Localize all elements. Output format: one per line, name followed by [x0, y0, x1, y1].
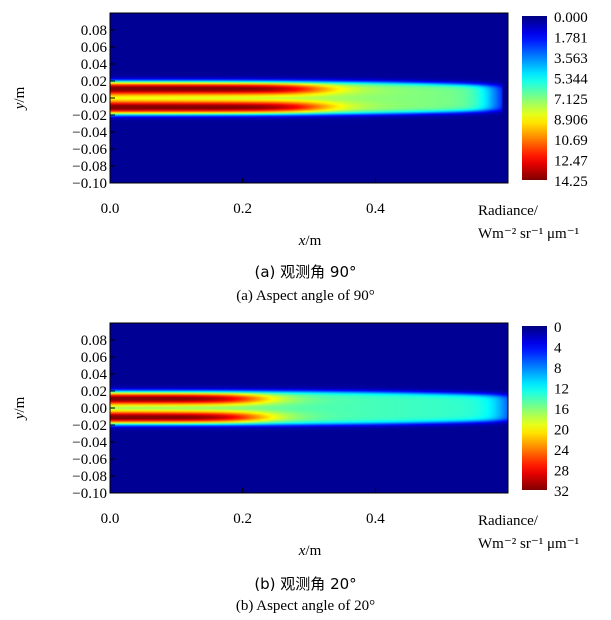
x-tick-label: 0.0 — [101, 201, 120, 217]
colorbar-tick-label: 12.47 — [554, 154, 588, 170]
x-axis-label: x/m — [298, 543, 322, 559]
colorbar-tick-label: 0 — [554, 320, 562, 336]
colorbar-tick-label: 24 — [554, 443, 570, 459]
colorbar-tick-label: 14.25 — [554, 174, 588, 190]
y-tick-label: 0.02 — [81, 384, 107, 400]
y-tick-label: −0.06 — [72, 452, 107, 468]
colorbar — [522, 326, 547, 490]
caption-en-b: (b) Aspect angle of 20° — [235, 598, 376, 614]
caption-cn-b: (b) 观测角 20° — [254, 575, 357, 593]
y-axis-label: y/m — [12, 396, 28, 421]
colorbar-unit: Wm⁻² sr⁻¹ μm⁻¹ — [478, 536, 579, 552]
panel-b: 0.08 0.06 0.04 0.02 0.00 −0.02 −0.04 −0.06 −0.08… — [0, 310, 611, 620]
colorbar-unit: Wm⁻² sr⁻¹ μm⁻¹ — [478, 226, 579, 242]
colorbar-tick-label: 5.344 — [554, 72, 588, 88]
colorbar-title: Radiance/ — [478, 203, 539, 219]
y-tick-label: −0.04 — [72, 125, 107, 141]
colorbar-tick-label: 16 — [554, 402, 570, 418]
y-tick-label: 0.06 — [81, 40, 108, 56]
panel-a: 0.08 0.06 0.04 0.02 0.00 −0.02 −0.04 −0.06 −0.08… — [12, 10, 588, 304]
caption-en-a: (a) Aspect angle of 90° — [236, 288, 375, 304]
y-tick-label: −0.10 — [72, 486, 107, 502]
colorbar-tick-label: 4 — [554, 341, 562, 357]
colorbar — [522, 16, 547, 180]
y-tick-label: −0.08 — [72, 159, 107, 175]
colorbar-tick-label: 7.125 — [554, 92, 588, 108]
colorbar-tick-label: 3.563 — [554, 51, 588, 67]
y-tick-label: 0.08 — [81, 333, 107, 349]
colorbar-title: Radiance/ — [478, 513, 539, 529]
x-tick-label: 0.0 — [101, 511, 120, 527]
x-tick-label: 0.2 — [233, 511, 252, 527]
y-tick-label: 0.04 — [81, 57, 108, 73]
colorbar-tick-label: 1.781 — [554, 31, 588, 47]
y-tick-label: −0.02 — [72, 108, 107, 124]
colorbar-tick-label: 10.69 — [554, 133, 588, 149]
x-axis-label: x/m — [298, 233, 322, 249]
y-tick-label: 0.02 — [81, 74, 107, 90]
heatmap-field — [110, 323, 508, 493]
caption-cn-a: (a) 观测角 90° — [254, 263, 357, 281]
y-tick-label: −0.02 — [72, 418, 107, 434]
x-tick-label: 0.4 — [366, 511, 385, 527]
y-tick-label: 0.04 — [81, 367, 108, 383]
y-tick-label: −0.08 — [72, 469, 107, 485]
heatmap-field — [110, 13, 508, 183]
colorbar-tick-label: 32 — [554, 484, 569, 500]
colorbar-tick-label: 8.906 — [554, 113, 588, 129]
y-tick-label: 0.08 — [81, 23, 107, 39]
y-tick-label: 0.00 — [81, 401, 107, 417]
colorbar-tick-label: 28 — [554, 464, 569, 480]
colorbar-tick-label: 20 — [554, 423, 569, 439]
y-axis-label: y/m — [12, 86, 28, 111]
y-tick-label: −0.06 — [72, 142, 107, 158]
colorbar-tick-label: 0.000 — [554, 10, 588, 26]
y-tick-label: −0.04 — [72, 435, 107, 451]
heatmap-chart-b: 0.080.060.040.020.00−0.02−0.04−0.06−0.08… — [12, 320, 579, 559]
x-tick-label: 0.2 — [233, 201, 252, 217]
y-tick-label: 0.06 — [81, 350, 108, 366]
colorbar-tick-label: 8 — [554, 361, 562, 377]
y-tick-label: 0.00 — [81, 91, 107, 107]
heatmap-chart-a: 0.080.060.040.020.00−0.02−0.04−0.06−0.08… — [12, 10, 588, 249]
y-tick-label: −0.10 — [72, 176, 107, 192]
x-tick-label: 0.4 — [366, 201, 385, 217]
colorbar-tick-label: 12 — [554, 382, 569, 398]
